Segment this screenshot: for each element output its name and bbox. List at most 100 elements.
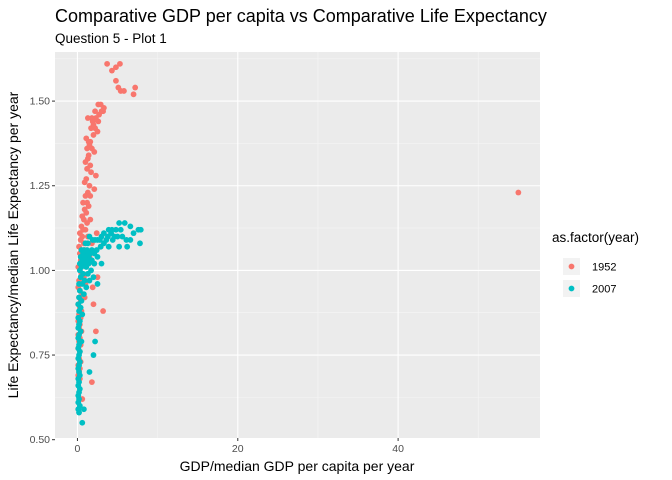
data-point — [92, 328, 99, 335]
data-point — [87, 216, 94, 223]
data-point — [121, 88, 127, 94]
data-point — [114, 233, 121, 240]
data-point — [80, 406, 87, 413]
data-point — [92, 108, 98, 115]
data-points — [75, 60, 522, 426]
data-point — [88, 379, 95, 386]
y-tick-label: 1.25 — [30, 180, 51, 192]
data-point — [80, 291, 87, 297]
data-point — [95, 118, 102, 125]
data-point — [82, 159, 89, 165]
data-point — [86, 369, 93, 375]
x-tick-label: 0 — [75, 443, 81, 455]
legend-entry-1952: 1952 — [563, 258, 616, 275]
data-point — [80, 199, 86, 206]
legend-marker — [568, 285, 575, 292]
data-point — [89, 284, 96, 291]
legend-label: 1952 — [592, 262, 616, 274]
data-point — [92, 338, 98, 345]
data-point — [81, 179, 88, 186]
data-point — [100, 308, 106, 314]
data-point — [515, 189, 522, 196]
data-point — [119, 233, 126, 240]
data-point — [90, 121, 97, 128]
data-point — [113, 77, 119, 84]
y-tick-label: 1.50 — [30, 96, 51, 108]
data-point — [82, 240, 89, 247]
data-point — [117, 60, 123, 67]
data-point — [116, 243, 123, 250]
major-gridlines — [55, 52, 540, 441]
data-point — [94, 281, 101, 287]
data-point — [91, 186, 98, 193]
data-point — [117, 226, 124, 233]
data-point — [83, 264, 90, 270]
minor-gridlines — [55, 52, 540, 438]
data-point — [97, 243, 104, 250]
y-tick-label: 0.50 — [30, 434, 51, 446]
data-point — [123, 237, 130, 243]
data-point — [127, 223, 134, 230]
data-point — [130, 230, 137, 237]
data-point — [91, 148, 98, 155]
legend-label: 2007 — [592, 284, 616, 296]
data-point — [86, 182, 93, 189]
data-point — [76, 409, 82, 416]
data-point — [90, 274, 97, 281]
plot-panel — [55, 52, 540, 438]
data-point — [137, 240, 143, 247]
x-tick-label: 40 — [392, 443, 404, 455]
y-axis-title: Life Expectancy/median Life Expectancy p… — [5, 91, 21, 398]
data-point — [127, 237, 134, 243]
data-point — [121, 220, 128, 226]
data-point — [90, 301, 97, 308]
data-point — [113, 226, 119, 233]
data-point — [93, 230, 100, 237]
data-point — [116, 220, 123, 226]
data-point — [137, 226, 144, 233]
data-point — [82, 226, 89, 233]
data-point — [94, 253, 101, 260]
data-point — [100, 108, 106, 115]
x-axis-title: GDP/median GDP per capita per year — [180, 458, 415, 474]
data-point — [86, 277, 93, 284]
data-point — [109, 237, 116, 243]
data-point — [83, 284, 90, 291]
data-point — [91, 260, 98, 267]
data-point — [82, 193, 89, 199]
legend-entry-2007: 2007 — [563, 280, 616, 297]
data-point — [94, 274, 101, 281]
data-point — [88, 169, 94, 176]
data-point — [84, 115, 91, 121]
data-point — [86, 233, 93, 240]
data-point — [104, 60, 111, 67]
y-tick-label: 0.75 — [30, 350, 51, 362]
y-tick-label: 1.00 — [30, 265, 51, 277]
legend-marker — [568, 263, 575, 270]
x-tick-label: 20 — [232, 443, 244, 455]
data-point — [94, 128, 101, 135]
data-point — [79, 281, 86, 287]
series-2007 — [75, 220, 144, 426]
data-point — [77, 274, 84, 281]
data-point — [92, 172, 99, 179]
data-point — [90, 352, 97, 358]
chart-title: Comparative GDP per capita vs Comparativ… — [55, 6, 547, 26]
data-point — [90, 132, 97, 138]
data-point — [98, 260, 105, 267]
data-point — [84, 270, 91, 277]
data-point — [78, 338, 85, 345]
data-point — [79, 419, 86, 426]
data-point — [105, 243, 112, 250]
data-point — [85, 203, 92, 209]
data-point — [124, 243, 131, 250]
data-point — [79, 311, 86, 318]
data-point — [132, 84, 139, 91]
data-point — [84, 165, 90, 172]
chart-subtitle: Question 5 - Plot 1 — [55, 31, 167, 46]
x-axis-ticks: 0 20 40 — [75, 438, 404, 455]
data-point — [84, 145, 90, 152]
data-point — [83, 209, 90, 216]
data-point — [130, 91, 137, 98]
